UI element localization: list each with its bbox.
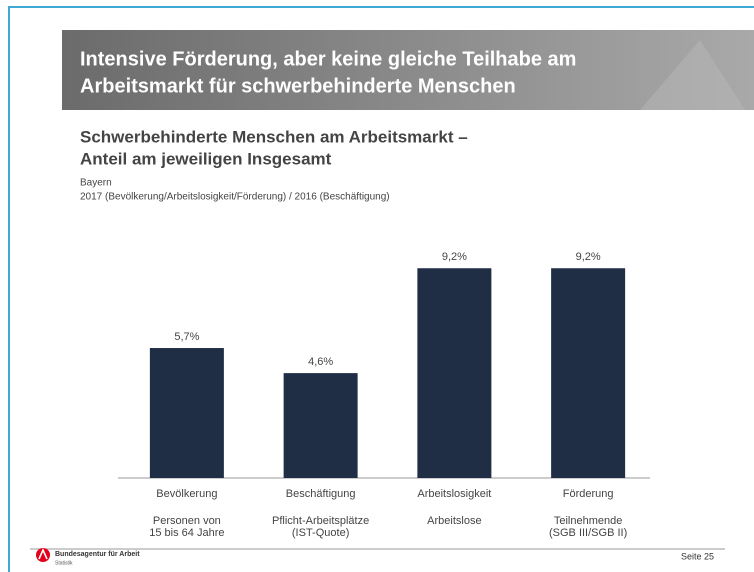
x-sublabel: (SGB III/SGB II) (549, 527, 627, 539)
bar (149, 348, 224, 478)
data-label: 4,6% (308, 356, 333, 368)
x-tick-label: Förderung (563, 488, 614, 500)
bar (417, 268, 492, 478)
logo-mark (38, 548, 48, 560)
x-sublabel: (IST-Quote) (292, 527, 349, 539)
x-sublabel: Teilnehmende (554, 515, 623, 527)
data-label: 9,2% (442, 251, 467, 263)
chart-subtitle: Bayern (80, 178, 112, 189)
footer-unit: Statistik (55, 560, 73, 566)
header-title: Arbeitsmarkt für schwerbehinderte Mensch… (80, 75, 516, 97)
x-sublabel: Personen von (153, 515, 221, 527)
chart-subtitle: 2017 (Bevölkerung/Arbeitslosigkeit/Förde… (80, 192, 390, 203)
x-tick-label: Bevölkerung (156, 488, 217, 500)
x-tick-label: Arbeitslosigkeit (417, 488, 491, 500)
page-number: Seite 25 (681, 551, 714, 561)
x-sublabel: Pflicht-Arbeitsplätze (272, 515, 369, 527)
data-label: 5,7% (174, 331, 199, 343)
x-sublabel: 15 bis 64 Jahre (149, 527, 224, 539)
x-sublabel: Arbeitslose (427, 515, 481, 527)
header-logo-shape (640, 40, 745, 110)
chart-title: Anteil am jeweiligen Insgesamt (80, 149, 332, 168)
bar (283, 373, 358, 478)
chart-title: Schwerbehinderte Menschen am Arbeitsmark… (80, 127, 468, 146)
data-label: 9,2% (576, 251, 601, 263)
x-tick-label: Beschäftigung (286, 488, 356, 500)
footer-org: Bundesagentur für Arbeit (55, 551, 140, 558)
frame (8, 6, 754, 572)
bar (551, 268, 626, 478)
header-band (62, 30, 754, 110)
header-title: Intensive Förderung, aber keine gleiche … (80, 48, 576, 70)
